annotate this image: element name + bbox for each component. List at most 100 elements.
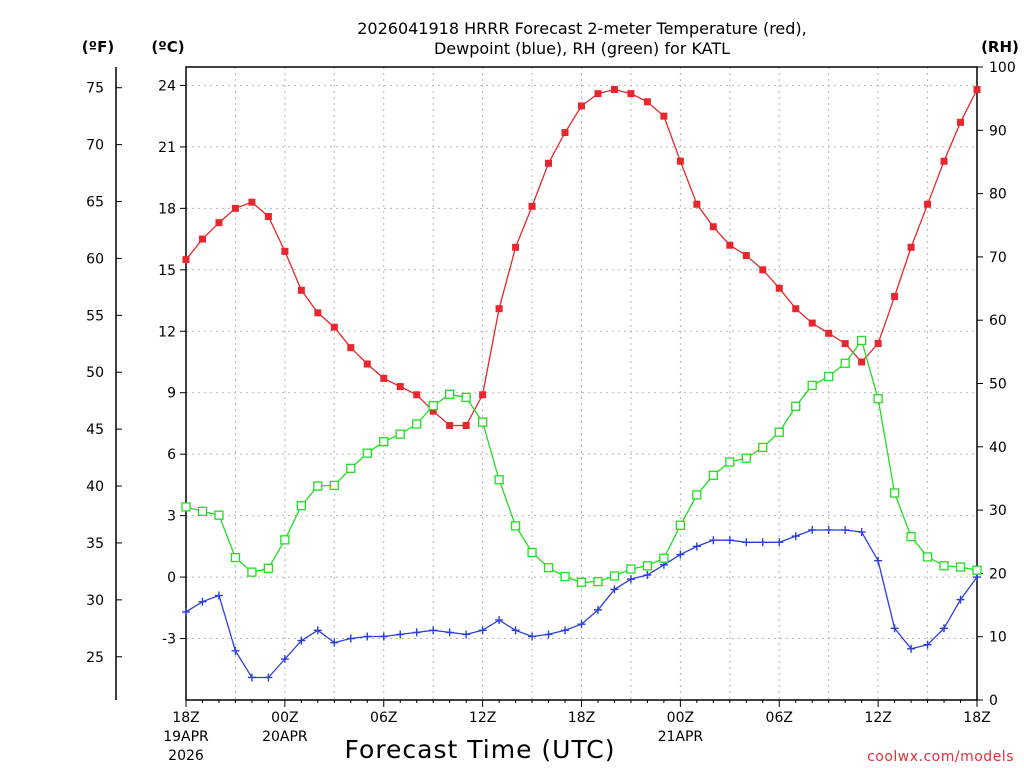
temperature-point (792, 305, 800, 313)
rh-point (807, 380, 817, 391)
dewpoint-point (907, 644, 916, 653)
rh-tick-label: 80 (989, 187, 1007, 203)
rh-point (609, 571, 620, 581)
fahrenheit-tick-label: 25 (86, 650, 104, 666)
rh-point (906, 532, 916, 542)
temperature-point (330, 323, 338, 331)
temperature-point (907, 243, 915, 251)
dewpoint-point (182, 607, 190, 616)
temperature-point (182, 256, 190, 264)
temperature-point (231, 204, 239, 212)
dewpoint-point (495, 616, 504, 625)
dewpoint-point (676, 550, 685, 559)
rh-point (230, 552, 241, 563)
celsius-tick-label: 9 (167, 386, 176, 402)
dewpoint-point (264, 673, 273, 682)
rh-tick-label: 40 (989, 440, 1007, 456)
temperature-point (396, 383, 404, 391)
rh-point (379, 437, 389, 447)
dewpoint-point (396, 630, 405, 639)
rh-axis-ticks: 0 10 20 30 40 50 60 70 80 90 100 (977, 60, 1016, 709)
rh-tick-label: 70 (989, 250, 1007, 266)
series-dewpoint-c (182, 525, 981, 682)
rh-point (856, 335, 867, 346)
temperature-point (462, 421, 470, 429)
time-tick-label: 18Z (963, 710, 990, 726)
temperature-point (479, 391, 487, 399)
celsius-tick-label: 12 (158, 324, 176, 340)
dewpoint-point (330, 638, 339, 647)
temperature-point (891, 292, 899, 300)
temperature-point (775, 284, 783, 292)
dewpoint-point (544, 630, 553, 639)
temperature-point (429, 407, 437, 415)
rh-point (791, 401, 801, 411)
time-date-label: 21APR (658, 729, 704, 745)
time-tick-label: 12Z (864, 710, 891, 726)
temperature-point (198, 235, 206, 243)
rh-tick-label: 20 (989, 566, 1007, 582)
dewpoint-point (511, 626, 520, 635)
rh-tick-label: 50 (989, 377, 1007, 393)
chart-title-line2: Dewpoint (blue), RH (green) for KATL (434, 39, 730, 58)
temperature-point (363, 360, 371, 368)
rh-point (560, 571, 570, 582)
rh-point (741, 453, 751, 463)
rh-tick-label: 60 (989, 313, 1007, 329)
dewpoint-point (824, 525, 833, 534)
rh-point (840, 358, 850, 368)
rh-point (972, 565, 982, 575)
dewpoint-point (445, 628, 454, 637)
rh-point (445, 389, 455, 399)
celsius-tick-label: 3 (167, 509, 176, 525)
dewpoint-point (610, 585, 619, 594)
rh-point (247, 567, 257, 577)
rh-point (329, 480, 339, 491)
dewpoint-point (247, 673, 256, 682)
dewpoint-point (709, 536, 718, 545)
time-axis-ticks: 18Z 19APR 2026 00Z 20APR 06Z 12Z 18Z 00Z 21APR 06Z… (163, 700, 991, 764)
fahrenheit-tick-label: 40 (86, 479, 104, 495)
dewpoint-point (198, 597, 207, 606)
dewpoint-point (956, 595, 965, 604)
fahrenheit-tick-label: 55 (86, 308, 104, 324)
time-tick-label: 06Z (766, 710, 793, 726)
rh-tick-label: 30 (989, 503, 1007, 519)
temperature-point (610, 86, 618, 94)
dewpoint-point (528, 632, 537, 641)
time-tick-label: 18Z (172, 710, 199, 726)
rh-point (313, 481, 323, 491)
rh-point (461, 392, 471, 403)
fahrenheit-tick-label: 65 (86, 195, 104, 211)
dewpoint-point (643, 571, 652, 580)
rh-point (543, 563, 554, 573)
series-line-rh (185, 339, 978, 583)
dewpoint-point (874, 556, 883, 565)
rh-point (642, 561, 653, 571)
temperature-point (693, 200, 701, 208)
dewpoint-point (429, 626, 438, 635)
rh-point (197, 506, 208, 517)
temperature-point (248, 198, 256, 206)
celsius-tick-label: 6 (167, 447, 176, 463)
temperature-point (578, 102, 585, 110)
rh-point (758, 442, 768, 453)
temperature-point (742, 251, 750, 259)
dewpoint-point (758, 538, 767, 547)
dewpoint-point (593, 605, 602, 614)
dewpoint-point (626, 575, 635, 584)
temperature-point (297, 286, 305, 294)
time-date-label: 19APR (163, 729, 209, 745)
temperature-point (594, 90, 602, 98)
fahrenheit-tick-label: 70 (86, 138, 104, 154)
celsius-axis-ticks: -3 0 3 6 9 12 15 18 21 24 (158, 78, 186, 648)
rh-point (296, 501, 307, 511)
dewpoint-point (923, 640, 932, 649)
rh-point (725, 457, 735, 467)
temperature-point (627, 90, 635, 98)
temperature-point (841, 340, 849, 348)
temperature-point (528, 202, 536, 210)
rh-unit-label: (RH) (981, 38, 1019, 56)
temperature-point (940, 157, 948, 165)
dewpoint-point (478, 626, 487, 635)
